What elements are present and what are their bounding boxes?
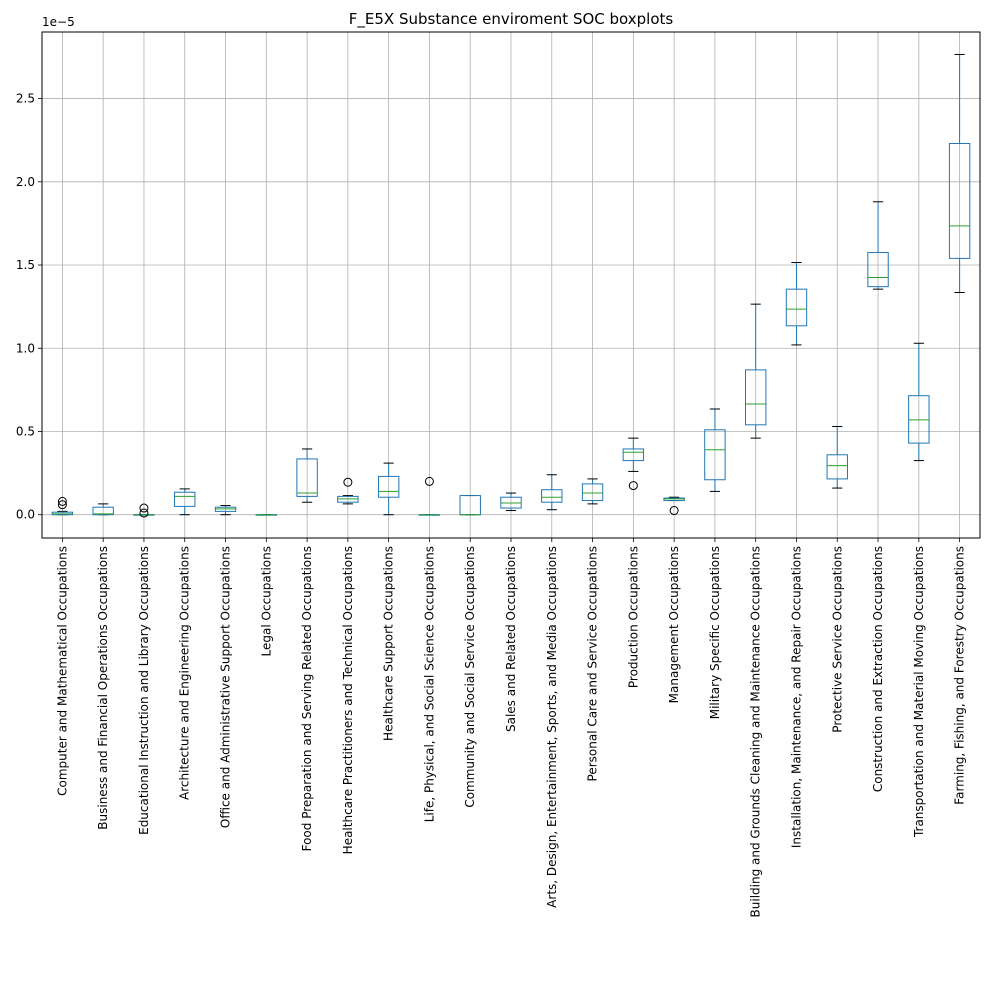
y-tick-label: 1.0	[16, 341, 35, 355]
x-axis: Computer and Mathematical Occupations Bus…	[55, 538, 967, 917]
outlier-point	[424, 476, 434, 486]
box-12	[500, 492, 522, 512]
y-tick-label: 2.0	[16, 175, 35, 189]
iqr-box	[704, 429, 726, 481]
y-axis: 0.0 0.5 1.0 1.5 2.0 2.5	[16, 92, 42, 522]
iqr-box	[948, 143, 971, 259]
x-tick-label: Computer and Mathematical Occupations	[55, 546, 69, 796]
y-tick-label: 1.5	[16, 258, 35, 272]
box-21	[867, 201, 889, 290]
x-tick-label: Community and Social Service Occupations	[463, 546, 477, 808]
x-tick-label: Management Occupations	[667, 546, 681, 703]
box-9	[377, 462, 400, 516]
outlier-point	[669, 506, 679, 516]
box-16	[663, 496, 685, 516]
outlier-point	[57, 496, 67, 506]
x-tick-label: Installation, Maintenance, and Repair Oc…	[789, 546, 803, 848]
iqr-box	[377, 475, 400, 498]
box-10	[418, 476, 441, 516]
x-tick-label: Military Specific Occupations	[708, 546, 722, 719]
box-22	[908, 342, 930, 462]
box-5	[214, 505, 237, 516]
grid	[42, 32, 980, 538]
x-tick-label: Farming, Fishing, and Forestry Occupatio…	[953, 546, 967, 805]
boxes	[51, 53, 971, 518]
outlier-point	[139, 503, 149, 513]
outlier-point	[343, 477, 353, 487]
x-tick-label: Arts, Design, Entertainment, Sports, and…	[545, 546, 559, 908]
box-19	[785, 262, 808, 346]
outlier-point	[628, 481, 638, 491]
box-13	[541, 474, 563, 511]
outlier-point	[57, 500, 67, 510]
x-tick-label: Legal Occupations	[259, 546, 273, 656]
box-1	[51, 496, 74, 516]
x-tick-label: Healthcare Support Occupations	[382, 546, 396, 741]
x-tick-label: Production Occupations	[626, 546, 640, 688]
iqr-box	[581, 483, 604, 502]
x-tick-label: Life, Physical, and Social Science Occup…	[422, 546, 436, 822]
plot-frame	[41, 31, 981, 539]
box-6	[255, 514, 278, 516]
iqr-box	[92, 506, 114, 516]
box-11	[459, 495, 481, 516]
box-17	[704, 408, 726, 492]
iqr-box	[296, 458, 318, 497]
box-18	[745, 303, 767, 439]
y-tick-label: 0.5	[16, 424, 35, 438]
x-tick-label: Building and Grounds Cleaning and Mainte…	[749, 546, 763, 917]
box-14	[581, 478, 604, 505]
iqr-box	[826, 454, 848, 480]
x-tick-label: Educational Instruction and Library Occu…	[137, 546, 151, 835]
iqr-box	[622, 448, 645, 462]
x-tick-label: Food Preparation and Serving Related Occ…	[300, 546, 314, 851]
box-15	[622, 437, 645, 491]
x-tick-label: Architecture and Engineering Occupations	[178, 546, 192, 800]
iqr-box	[174, 491, 196, 507]
x-tick-label: Personal Care and Service Occupations	[586, 546, 600, 781]
y-tick-label: 0.0	[16, 508, 35, 522]
box-8	[337, 477, 359, 505]
outlier-point	[139, 508, 149, 518]
box-7	[296, 448, 318, 503]
box-4	[174, 488, 196, 516]
iqr-box	[541, 489, 563, 503]
iqr-box	[785, 288, 808, 327]
iqr-box	[867, 252, 889, 288]
chart-title: F_E5X Substance enviroment SOC boxplots	[349, 10, 674, 29]
box-20	[826, 425, 848, 489]
x-tick-label: Transportation and Material Moving Occup…	[912, 546, 926, 838]
y-axis-offset-label: 1e−5	[42, 15, 75, 29]
box-2	[92, 503, 114, 516]
x-tick-label: Protective Service Occupations	[830, 546, 844, 733]
x-tick-label: Sales and Related Occupations	[504, 546, 518, 732]
x-tick-label: Business and Financial Operations Occupa…	[96, 546, 110, 830]
x-tick-label: Healthcare Practitioners and Technical O…	[341, 546, 355, 854]
box-23	[948, 53, 971, 293]
iqr-box	[745, 369, 767, 426]
y-tick-label: 2.5	[16, 92, 35, 106]
x-tick-label: Office and Administrative Support Occupa…	[219, 546, 233, 828]
box-3	[133, 503, 155, 518]
x-tick-label: Construction and Extraction Occupations	[871, 546, 885, 792]
